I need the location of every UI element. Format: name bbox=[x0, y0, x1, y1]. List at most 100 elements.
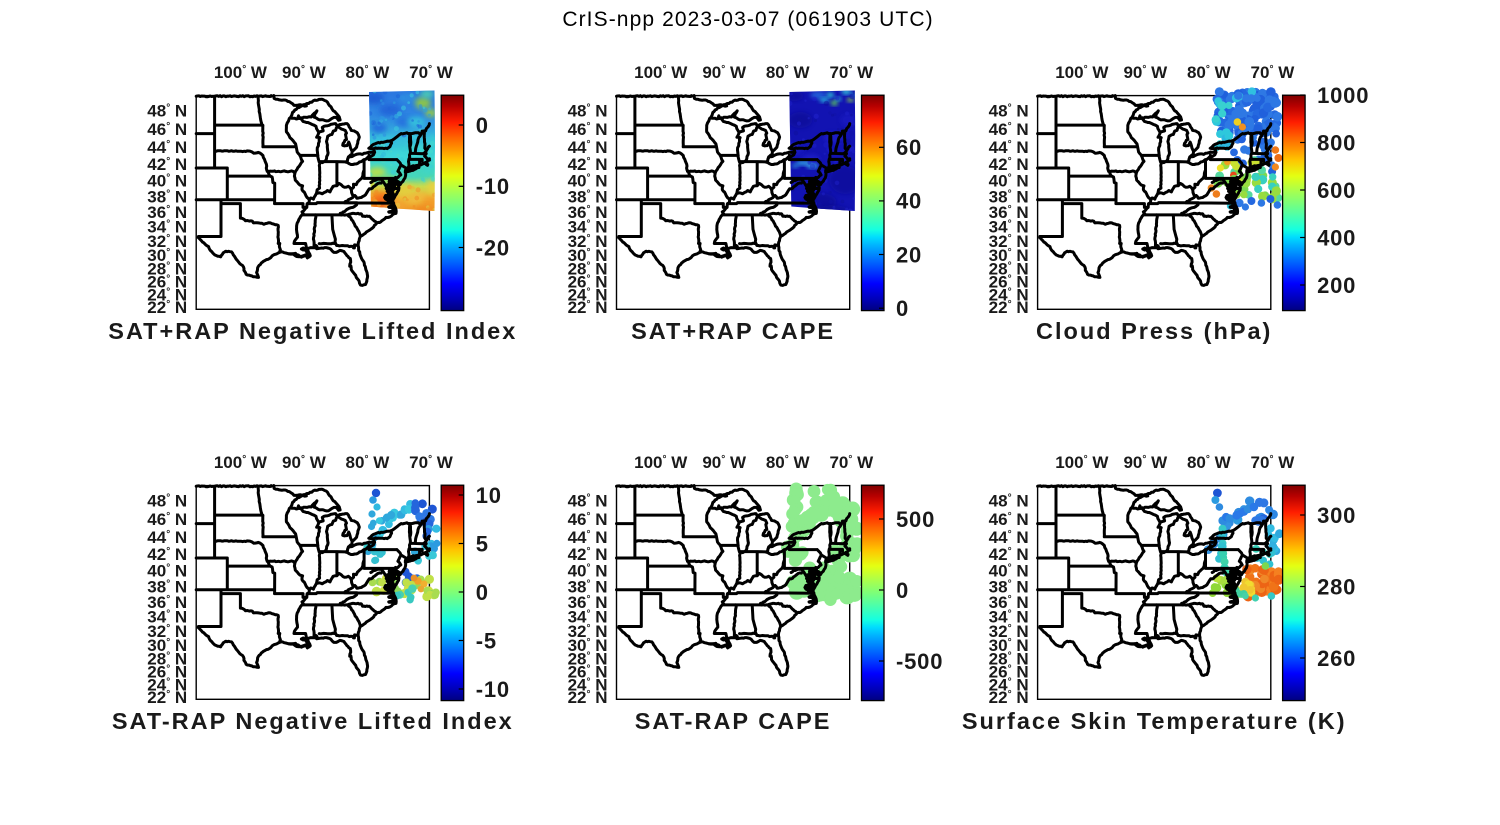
svg-text:28° N: 28° N bbox=[147, 649, 187, 668]
svg-text:0: 0 bbox=[896, 578, 909, 603]
svg-text:90° W: 90° W bbox=[1123, 63, 1168, 82]
svg-text:24° N: 24° N bbox=[568, 676, 608, 695]
svg-text:46° N: 46° N bbox=[568, 120, 608, 139]
svg-text:22° N: 22° N bbox=[147, 298, 187, 317]
svg-text:42° N: 42° N bbox=[568, 545, 608, 564]
svg-text:90° W: 90° W bbox=[282, 453, 327, 472]
svg-text:30° N: 30° N bbox=[568, 246, 608, 265]
svg-text:32° N: 32° N bbox=[147, 232, 187, 251]
svg-text:46° N: 46° N bbox=[147, 510, 187, 529]
svg-text:48° N: 48° N bbox=[568, 101, 608, 120]
svg-text:42° N: 42° N bbox=[989, 155, 1029, 174]
svg-text:30° N: 30° N bbox=[989, 636, 1029, 655]
svg-text:10: 10 bbox=[476, 483, 502, 508]
svg-text:90° W: 90° W bbox=[702, 63, 747, 82]
svg-text:200: 200 bbox=[1317, 273, 1356, 298]
svg-text:48° N: 48° N bbox=[147, 101, 187, 120]
svg-text:-5: -5 bbox=[476, 628, 497, 653]
svg-text:42° N: 42° N bbox=[989, 545, 1029, 564]
svg-text:30° N: 30° N bbox=[147, 636, 187, 655]
svg-text:Surface Skin Temperature (K): Surface Skin Temperature (K) bbox=[962, 708, 1347, 734]
svg-text:28° N: 28° N bbox=[989, 259, 1029, 278]
svg-text:36° N: 36° N bbox=[989, 593, 1029, 612]
svg-text:800: 800 bbox=[1317, 130, 1356, 155]
svg-text:48° N: 48° N bbox=[989, 101, 1029, 120]
svg-text:280: 280 bbox=[1317, 574, 1356, 599]
svg-text:70° W: 70° W bbox=[1251, 63, 1296, 82]
svg-text:90° W: 90° W bbox=[702, 453, 747, 472]
svg-text:42° N: 42° N bbox=[147, 155, 187, 174]
svg-text:48° N: 48° N bbox=[147, 491, 187, 510]
svg-text:28° N: 28° N bbox=[989, 649, 1029, 668]
svg-text:80° W: 80° W bbox=[346, 453, 391, 472]
svg-text:26° N: 26° N bbox=[147, 663, 187, 682]
svg-text:26° N: 26° N bbox=[147, 273, 187, 292]
svg-text:SAT-RAP Negative Lifted Index: SAT-RAP Negative Lifted Index bbox=[112, 708, 514, 734]
svg-text:44° N: 44° N bbox=[147, 528, 187, 547]
svg-text:-20: -20 bbox=[476, 235, 510, 260]
svg-text:46° N: 46° N bbox=[568, 510, 608, 529]
svg-text:40° N: 40° N bbox=[568, 172, 608, 191]
svg-text:70° W: 70° W bbox=[409, 63, 454, 82]
svg-text:100° W: 100° W bbox=[1055, 63, 1109, 82]
svg-text:80° W: 80° W bbox=[1187, 63, 1232, 82]
svg-text:80° W: 80° W bbox=[766, 453, 811, 472]
svg-text:44° N: 44° N bbox=[147, 138, 187, 157]
svg-text:36° N: 36° N bbox=[568, 593, 608, 612]
svg-text:40° N: 40° N bbox=[568, 562, 608, 581]
svg-text:90° W: 90° W bbox=[1123, 453, 1168, 472]
svg-text:24° N: 24° N bbox=[989, 286, 1029, 305]
svg-text:32° N: 32° N bbox=[989, 622, 1029, 641]
svg-text:0: 0 bbox=[476, 580, 489, 605]
svg-text:36° N: 36° N bbox=[147, 593, 187, 612]
svg-text:28° N: 28° N bbox=[568, 649, 608, 668]
svg-text:70° W: 70° W bbox=[829, 453, 874, 472]
svg-text:34° N: 34° N bbox=[147, 218, 187, 237]
svg-text:100° W: 100° W bbox=[214, 453, 268, 472]
svg-text:100° W: 100° W bbox=[634, 453, 688, 472]
svg-text:36° N: 36° N bbox=[568, 203, 608, 222]
svg-text:36° N: 36° N bbox=[989, 203, 1029, 222]
svg-text:22° N: 22° N bbox=[568, 298, 608, 317]
svg-text:260: 260 bbox=[1317, 646, 1356, 671]
svg-text:32° N: 32° N bbox=[568, 622, 608, 641]
svg-text:26° N: 26° N bbox=[568, 663, 608, 682]
svg-text:70° W: 70° W bbox=[829, 63, 874, 82]
svg-text:26° N: 26° N bbox=[989, 663, 1029, 682]
svg-text:46° N: 46° N bbox=[989, 120, 1029, 139]
svg-text:44° N: 44° N bbox=[989, 138, 1029, 157]
svg-text:34° N: 34° N bbox=[147, 608, 187, 627]
svg-text:30° N: 30° N bbox=[147, 246, 187, 265]
svg-text:34° N: 34° N bbox=[989, 218, 1029, 237]
svg-text:22° N: 22° N bbox=[989, 298, 1029, 317]
svg-text:30° N: 30° N bbox=[568, 636, 608, 655]
svg-text:34° N: 34° N bbox=[568, 218, 608, 237]
svg-text:SAT+RAP Negative Lifted Index: SAT+RAP Negative Lifted Index bbox=[108, 318, 517, 344]
svg-text:22° N: 22° N bbox=[989, 688, 1029, 707]
svg-text:400: 400 bbox=[1317, 225, 1356, 250]
svg-text:-10: -10 bbox=[476, 677, 510, 702]
svg-text:-500: -500 bbox=[896, 649, 943, 674]
svg-text:32° N: 32° N bbox=[989, 232, 1029, 251]
svg-text:30° N: 30° N bbox=[989, 246, 1029, 265]
svg-text:32° N: 32° N bbox=[147, 622, 187, 641]
svg-text:60: 60 bbox=[896, 135, 922, 160]
svg-text:600: 600 bbox=[1317, 178, 1356, 203]
svg-text:90° W: 90° W bbox=[282, 63, 327, 82]
svg-text:70° W: 70° W bbox=[1251, 453, 1296, 472]
svg-text:32° N: 32° N bbox=[568, 232, 608, 251]
svg-text:-10: -10 bbox=[476, 174, 510, 199]
svg-text:28° N: 28° N bbox=[147, 259, 187, 278]
svg-text:40° N: 40° N bbox=[989, 172, 1029, 191]
svg-text:26° N: 26° N bbox=[568, 273, 608, 292]
svg-text:70° W: 70° W bbox=[409, 453, 454, 472]
svg-text:24° N: 24° N bbox=[147, 286, 187, 305]
svg-text:34° N: 34° N bbox=[568, 608, 608, 627]
svg-text:40° N: 40° N bbox=[147, 562, 187, 581]
svg-text:42° N: 42° N bbox=[147, 545, 187, 564]
svg-text:CrIS-npp 2023-03-07 (061903 UT: CrIS-npp 2023-03-07 (061903 UTC) bbox=[562, 8, 933, 31]
svg-text:80° W: 80° W bbox=[766, 63, 811, 82]
svg-text:44° N: 44° N bbox=[568, 528, 608, 547]
svg-text:38° N: 38° N bbox=[147, 578, 187, 597]
svg-text:38° N: 38° N bbox=[568, 188, 608, 207]
